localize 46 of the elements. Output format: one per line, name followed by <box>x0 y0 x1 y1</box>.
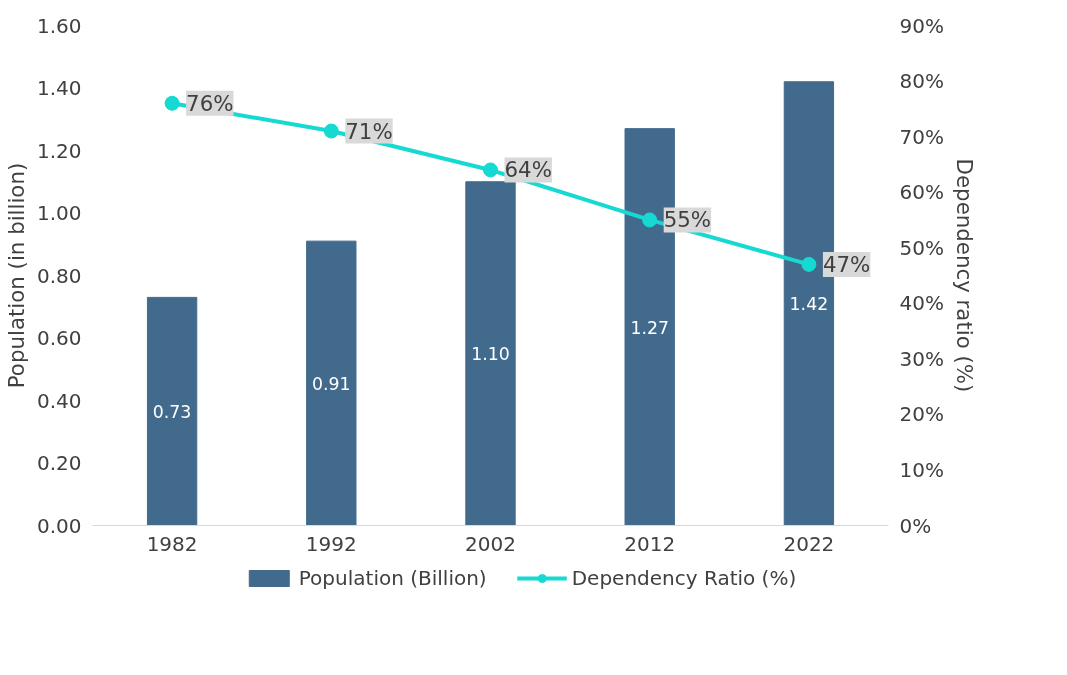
data-label: 0.91 <box>312 373 351 394</box>
y-tick-label: 0.60 <box>36 326 82 350</box>
y-tick-label: 1.40 <box>36 76 82 100</box>
data-label: 47% <box>822 251 871 277</box>
bar <box>146 296 198 526</box>
point <box>801 256 817 272</box>
y-tick-label: 0.20 <box>36 451 82 475</box>
x-tick-label: 1992 <box>305 531 357 556</box>
y-axis-title: Population (in billion) <box>3 162 29 389</box>
y2-tick-label: 80% <box>899 69 944 94</box>
y2-tick-label: 10% <box>899 457 944 482</box>
legend-label: Population (Billion) <box>298 566 487 590</box>
data-label: 0.73 <box>152 401 192 422</box>
y-tick-label: 0.40 <box>36 388 82 413</box>
y-tick-label: 1.60 <box>36 13 82 38</box>
bar <box>306 240 357 526</box>
data-label: 55% <box>663 207 712 233</box>
y2-tick-label: 20% <box>899 402 944 427</box>
y2-tick-label: 90% <box>899 13 944 38</box>
legend-label: Dependency Ratio (%) <box>571 566 797 590</box>
data-label: 1.27 <box>630 317 669 338</box>
data-label: 64% <box>504 157 552 183</box>
data-label: 1.42 <box>789 294 829 315</box>
point <box>642 212 658 228</box>
x-tick-label: 2022 <box>783 531 835 556</box>
y2-axis-title: Dependency ratio (%) <box>951 158 977 393</box>
y-tick-label: 1.00 <box>36 201 82 225</box>
y2-tick-label: 30% <box>899 346 944 371</box>
data-label: 71% <box>345 118 393 144</box>
point <box>164 95 180 111</box>
y-tick-label: 1.20 <box>36 138 82 163</box>
x-tick-label: 1982 <box>146 531 198 556</box>
point <box>323 123 339 139</box>
data-label: 1.10 <box>471 344 510 365</box>
bar <box>465 181 516 526</box>
y2-tick-label: 0% <box>899 513 932 538</box>
y-tick-label: 0.80 <box>36 263 82 288</box>
y-tick-label: 0.00 <box>36 513 82 538</box>
y2-tick-label: 70% <box>899 124 944 149</box>
point <box>483 162 498 178</box>
x-tick-label: 2002 <box>465 531 516 556</box>
data-label: 76% <box>186 90 234 116</box>
x-tick-label: 2012 <box>624 531 676 556</box>
y2-tick-label: 60% <box>899 180 944 205</box>
y2-tick-label: 40% <box>899 291 944 316</box>
y2-tick-label: 50% <box>899 235 944 260</box>
